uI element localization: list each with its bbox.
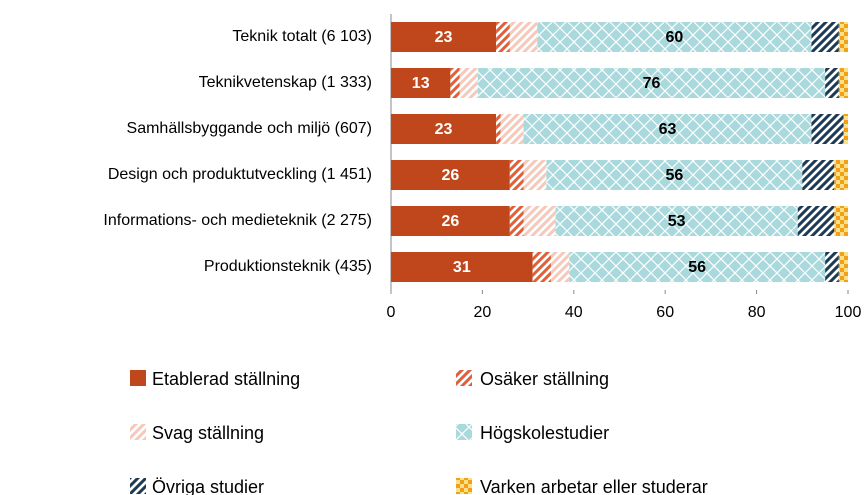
bar-segment — [838, 252, 848, 282]
bar-segment — [523, 206, 556, 236]
category-label: Design och produktutveckling (1 451) — [108, 166, 372, 183]
bar-segment — [509, 22, 538, 52]
data-label: 31 — [453, 259, 471, 276]
x-tick-label: 0 — [387, 304, 396, 321]
legend-label: Etablerad ställning — [152, 369, 300, 389]
data-label: 60 — [665, 29, 683, 46]
bar-segment — [450, 68, 460, 98]
bar-segment — [825, 252, 839, 282]
legend-swatch — [456, 424, 472, 440]
bar-segment — [496, 114, 501, 144]
bar-segment — [500, 114, 524, 144]
bar-segment — [838, 68, 848, 98]
bar-segment — [496, 22, 510, 52]
bar-segment — [391, 114, 497, 144]
data-label: 26 — [442, 213, 460, 230]
data-label: 56 — [665, 167, 683, 184]
legend-swatch — [130, 478, 146, 494]
bar-segment — [569, 252, 826, 282]
category-label: Teknikvetenskap (1 333) — [199, 74, 372, 91]
x-tick-label: 20 — [474, 304, 492, 321]
bar-segment — [834, 160, 848, 190]
legend-swatch — [130, 424, 146, 440]
bar-segment — [546, 160, 803, 190]
category-label: Samhällsbyggande och miljö (607) — [127, 120, 372, 137]
data-label: 13 — [412, 75, 430, 92]
bar-segment — [797, 206, 835, 236]
data-label: 63 — [659, 121, 677, 138]
bar-segment — [555, 206, 798, 236]
data-label: 23 — [435, 121, 453, 138]
bar-segment — [550, 252, 570, 282]
bar-segment — [843, 114, 848, 144]
bar-segment — [391, 68, 451, 98]
legend-label: Högskolestudier — [480, 423, 609, 443]
legend-label: Varken arbetar eller studerar — [480, 477, 708, 495]
bar-segment — [523, 114, 812, 144]
bar-segment — [391, 252, 533, 282]
bar-segment — [811, 22, 839, 52]
x-tick-label: 80 — [748, 304, 766, 321]
data-label: 56 — [688, 259, 706, 276]
bar-segment — [459, 68, 478, 98]
x-tick-label: 40 — [565, 304, 583, 321]
legend-swatch — [130, 370, 146, 386]
data-label: 26 — [442, 167, 460, 184]
bar-segment — [523, 160, 547, 190]
legend-label: Osäker ställning — [480, 369, 609, 389]
bar-segment — [509, 160, 524, 190]
category-label: Produktionsteknik (435) — [204, 258, 372, 275]
bar-segment — [509, 206, 524, 236]
x-tick-label: 100 — [835, 304, 862, 321]
bar-segment — [825, 68, 839, 98]
bar-segment — [477, 68, 826, 98]
legend-label: Övriga studier — [152, 477, 264, 495]
x-tick-label: 60 — [656, 304, 674, 321]
category-label: Informations- och medieteknik (2 275) — [103, 212, 372, 229]
bar-segment — [834, 206, 848, 236]
bar-segment — [532, 252, 551, 282]
bar-segment — [537, 22, 812, 52]
data-label: 76 — [643, 75, 661, 92]
bar-segment — [811, 114, 844, 144]
bar-segment — [391, 206, 510, 236]
bar-segment — [802, 160, 835, 190]
bar-segment — [391, 160, 510, 190]
bar-segment — [838, 22, 848, 52]
bar-segment — [391, 22, 497, 52]
data-label: 23 — [435, 29, 453, 46]
legend-swatch — [456, 370, 472, 386]
data-label: 53 — [668, 213, 686, 230]
legend-label: Svag ställning — [152, 423, 264, 443]
category-label: Teknik totalt (6 103) — [232, 28, 372, 45]
legend-swatch — [456, 478, 472, 494]
